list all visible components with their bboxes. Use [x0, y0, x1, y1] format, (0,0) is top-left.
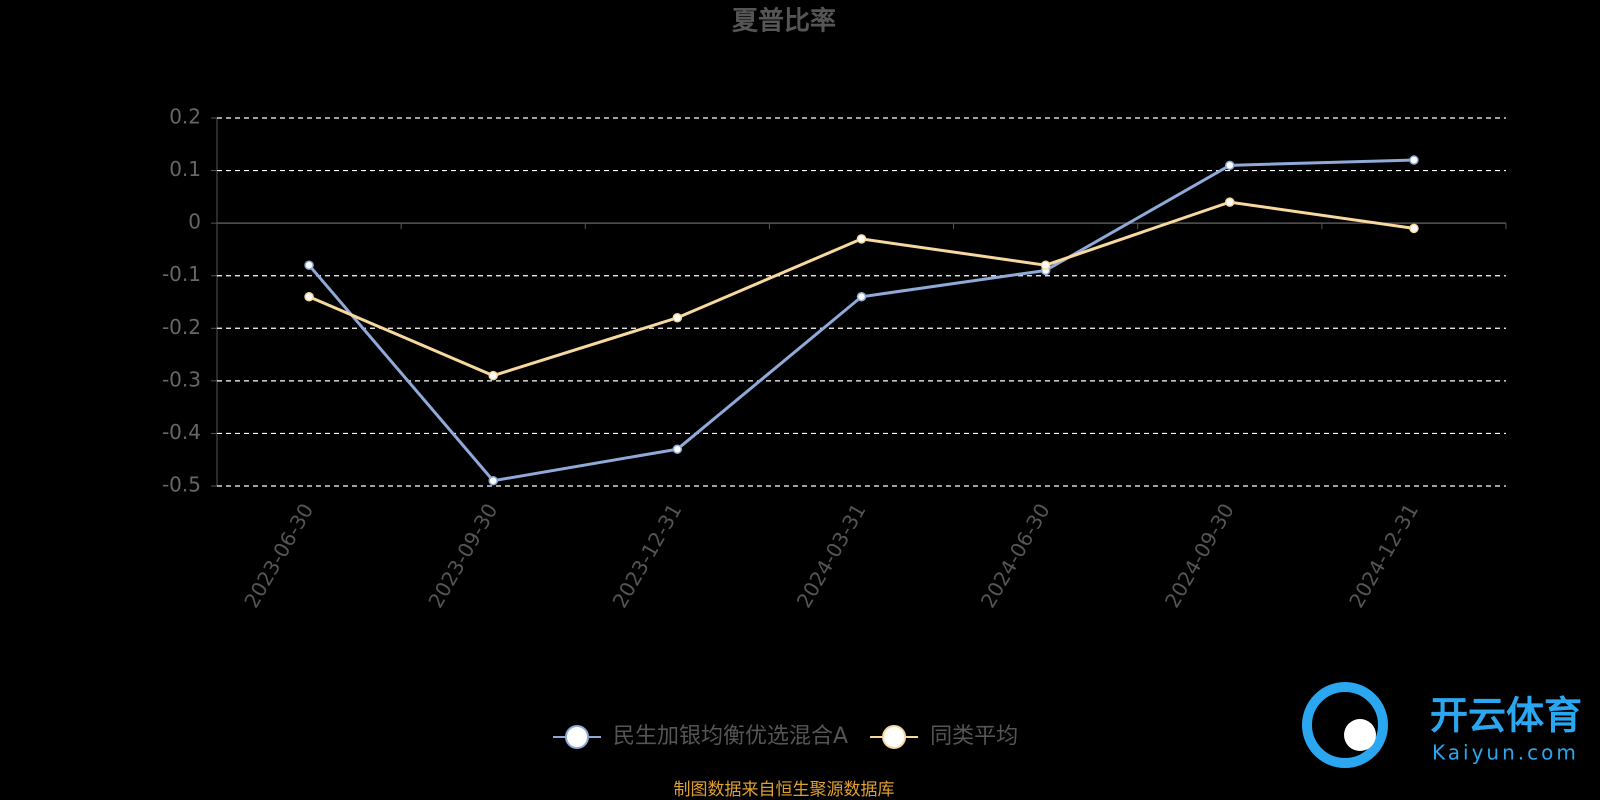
data-point [856, 234, 867, 244]
x-tick-label: 2024-06-30 [976, 499, 1055, 612]
legend-label: 同类平均 [930, 724, 1018, 749]
watermark: 开云体育 Kaiyun.com [1302, 682, 1582, 768]
y-tick-label: -0.1 [162, 262, 201, 286]
legend-marker [882, 725, 907, 749]
y-tick-label: 0.2 [169, 105, 201, 129]
x-tick-label: 2023-09-30 [423, 499, 502, 612]
x-tick-label: 2023-06-30 [239, 499, 318, 612]
legend-item: 民生加银均衡优选混合A [553, 724, 848, 749]
chart-title: 夏普比率 [732, 6, 836, 37]
y-tick-label: 0 [188, 210, 201, 234]
watermark-logo [1302, 682, 1388, 768]
x-tick-label: 2024-12-31 [1344, 499, 1423, 612]
y-tick-label: -0.5 [162, 473, 201, 497]
x-tick-label: 2024-03-31 [792, 499, 871, 612]
y-tick-label: 0.1 [169, 157, 201, 181]
data-point [304, 291, 314, 302]
series-line [308, 200, 1415, 378]
series-line [307, 158, 1414, 483]
data-point [672, 313, 683, 323]
data-point [856, 291, 867, 302]
y-tick-label: -0.3 [162, 367, 201, 391]
y-tick-label: -0.4 [162, 420, 201, 444]
data-point [1225, 160, 1235, 171]
x-tick-label: 2023-12-31 [608, 499, 687, 612]
data-point [488, 475, 498, 486]
data-point [672, 444, 683, 454]
y-tick-label: -0.2 [162, 315, 201, 339]
x-tick-label: 2024-09-30 [1160, 499, 1239, 612]
legend-label: 民生加银均衡优选混合A [613, 724, 848, 749]
data-point [1040, 260, 1051, 270]
data-point [304, 260, 314, 270]
watermark-url: Kaiyun.com [1432, 741, 1579, 765]
data-point [1225, 197, 1235, 207]
data-point [1409, 223, 1419, 234]
source-note: 制图数据来自恒生聚源数据库 [674, 780, 895, 800]
legend-marker [565, 725, 589, 749]
watermark-ball [1344, 719, 1376, 751]
watermark-title: 开云体育 [1430, 694, 1582, 738]
data-point [488, 370, 498, 381]
legend-item: 同类平均 [870, 724, 1018, 749]
data-point [1409, 155, 1419, 165]
